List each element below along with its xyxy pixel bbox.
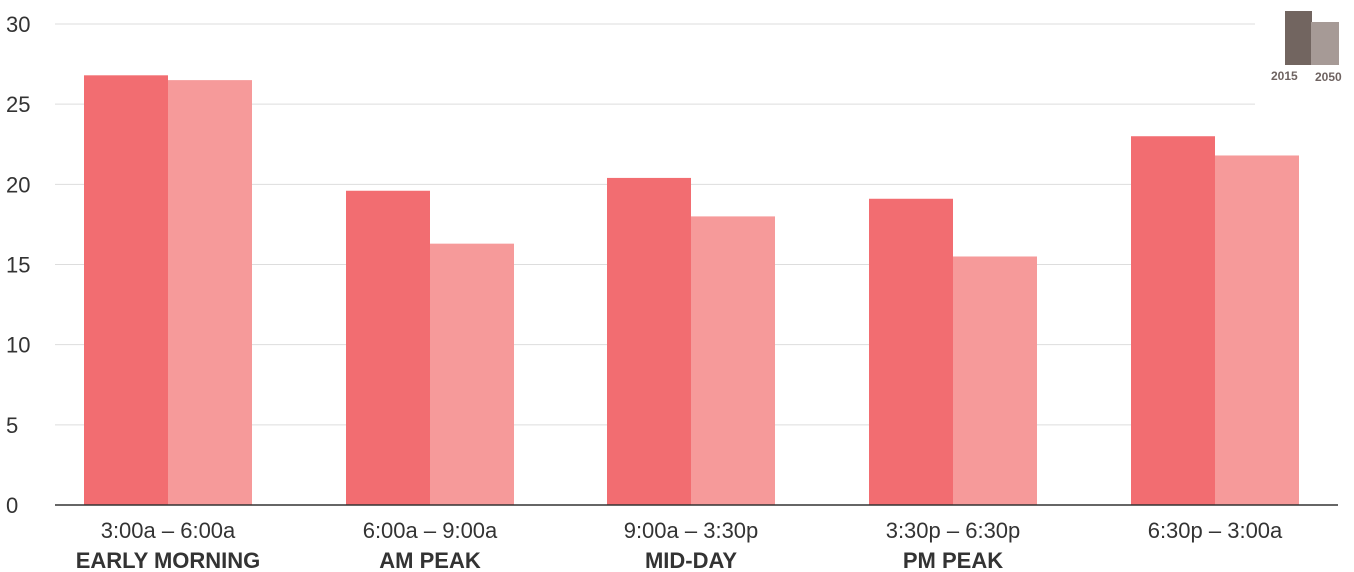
bar-2015-3 <box>869 198 953 505</box>
x-tick-label-name: EARLY MORNING <box>76 548 261 572</box>
legend-label-2015: 2015 <box>1271 69 1298 83</box>
x-axis-labels: 3:00a – 6:00a EARLY MORNING 6:00a – 9:00a A… <box>76 518 1283 572</box>
x-tick-label-name: MID-DAY <box>645 548 737 572</box>
y-tick-label: 0 <box>6 493 18 518</box>
x-tick-label-name: PM PEAK <box>903 548 1003 572</box>
bars <box>84 75 1299 506</box>
y-tick-label: 15 <box>6 253 30 278</box>
bar-2015-4 <box>1131 136 1215 505</box>
bar-2015-2 <box>607 177 691 506</box>
x-tick-label-time: 9:00a – 3:30p <box>624 518 759 543</box>
legend-swatch-2050 <box>1311 22 1339 65</box>
y-axis-ticks: 0 5 10 15 20 25 30 <box>6 12 30 518</box>
legend-swatch-2015 <box>1285 11 1312 65</box>
y-tick-label: 25 <box>6 92 30 117</box>
x-tick-label-time: 3:30p – 6:30p <box>886 518 1021 543</box>
bar-2050-3 <box>953 256 1037 505</box>
legend: 2015 2050 <box>1271 11 1342 84</box>
y-tick-label: 30 <box>6 12 30 37</box>
y-tick-label: 5 <box>6 413 18 438</box>
bar-2050-0 <box>168 80 252 505</box>
x-tick-label-time: 3:00a – 6:00a <box>101 518 236 543</box>
x-tick-label-time: 6:30p – 3:00a <box>1148 518 1283 543</box>
y-tick-label: 10 <box>6 333 30 358</box>
x-tick-label-name: AM PEAK <box>379 548 481 572</box>
bar-2050-1 <box>430 243 514 505</box>
bar-2015-1 <box>346 190 430 505</box>
x-tick-label-time: 6:00a – 9:00a <box>363 518 498 543</box>
bar-2050-4 <box>1215 155 1299 505</box>
bar-2050-2 <box>691 216 775 505</box>
bar-2015-0 <box>84 75 168 505</box>
y-tick-label: 20 <box>6 172 30 197</box>
legend-label-2050: 2050 <box>1315 70 1342 84</box>
